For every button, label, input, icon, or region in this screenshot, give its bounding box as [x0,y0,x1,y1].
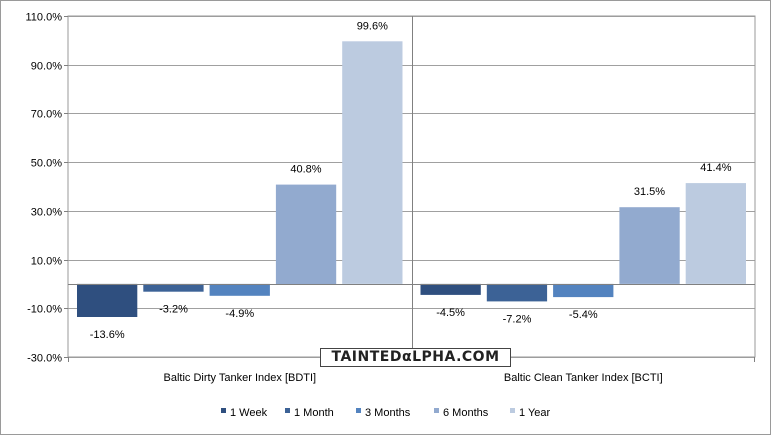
watermark-logo: TAINTEDαLPHA.COM [320,348,511,367]
category-label: Baltic Clean Tanker Index [BCTI] [504,372,663,384]
legend-label: 1 Year [519,407,551,419]
bar [209,283,270,296]
bar [619,207,680,284]
legend-label: 3 Months [365,407,411,419]
y-tick-label: -30.0% [27,353,62,365]
y-tick-label: 10.0% [31,256,62,268]
y-tick-label: 70.0% [31,109,62,121]
data-labels: -13.6% -3.2% -4.9% 40.8% 99.6% -4.5% -7.2% -5.4… [90,20,732,341]
legend-swatch [285,408,290,413]
legend-label: 1 Week [230,407,268,419]
y-tick-label: 110.0% [26,12,63,24]
bars [77,41,746,317]
legend-swatch [356,408,361,413]
bar [143,283,204,292]
bar [275,184,337,284]
y-tick-label: 90.0% [31,61,62,73]
bar [420,283,481,295]
data-label: 99.6% [357,20,388,32]
y-tick-label: 30.0% [31,207,62,219]
legend-label: 6 Months [443,407,489,419]
data-label: -4.9% [225,308,254,320]
legend-swatch [510,408,515,413]
bar [77,283,138,317]
data-label: -3.2% [159,304,188,316]
data-label: -5.4% [569,309,598,321]
y-tick-label: 50.0% [31,158,62,170]
data-label: 41.4% [700,162,731,174]
y-tick-label: -10.0% [27,304,62,316]
category-label: Baltic Dirty Tanker Index [BDTI] [163,372,316,384]
legend-label: 1 Month [294,407,334,419]
data-label: 31.5% [634,186,665,198]
legend: 1 Week 1 Month 3 Months 6 Months 1 Year [221,407,551,419]
bar [553,283,614,298]
legend-swatch [221,408,226,413]
data-label: -4.5% [436,307,465,319]
data-label: 40.8% [290,164,321,176]
bar [486,283,548,302]
data-label: -13.6% [90,329,125,341]
data-label: -7.2% [503,314,532,326]
legend-swatch [434,408,439,413]
bar [342,41,403,284]
bar [685,183,746,284]
